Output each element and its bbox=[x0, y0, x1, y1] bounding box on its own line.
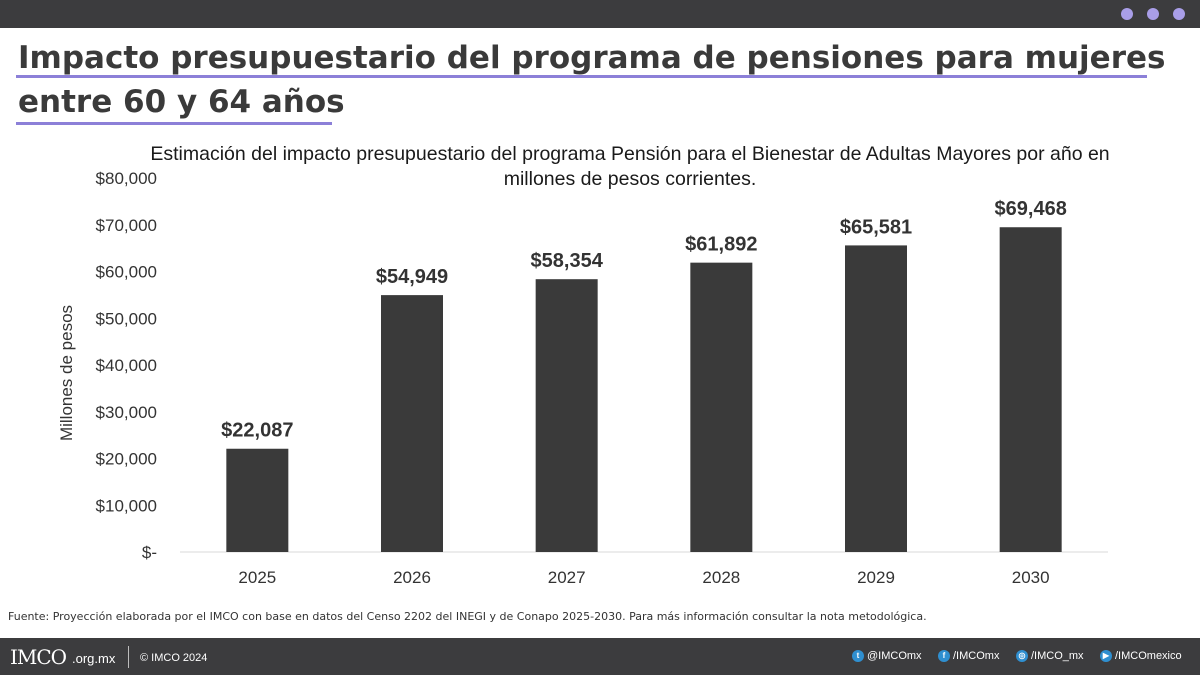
youtube-icon: ▶ bbox=[1100, 650, 1112, 662]
y-tick-label: $50,000 bbox=[96, 309, 157, 328]
bar-value-label: $65,581 bbox=[840, 216, 912, 238]
y-tick-label: $40,000 bbox=[96, 356, 157, 375]
imco-logo: IMCO bbox=[10, 645, 67, 669]
y-tick-label: $70,000 bbox=[96, 216, 157, 235]
bar-value-label: $58,354 bbox=[531, 250, 604, 272]
bar bbox=[381, 295, 443, 552]
bar-chart: $- $10,000 $20,000 $30,000 $40,000 $50,000 $60… bbox=[57, 169, 1108, 587]
social-handle: /IMCOmx bbox=[953, 650, 1000, 662]
y-tick-label: $- bbox=[142, 543, 157, 562]
footer: IMCO .org.mx © IMCO 2024 t @IMCOmx f /IM… bbox=[0, 638, 1200, 675]
x-tick-label: 2025 bbox=[238, 568, 276, 587]
top-bar bbox=[0, 0, 1200, 28]
facebook-icon: f bbox=[938, 650, 950, 662]
twitter-icon: t bbox=[852, 650, 864, 662]
social-instagram[interactable]: ◎ /IMCO_mx bbox=[1016, 650, 1084, 662]
y-tick-label: $20,000 bbox=[96, 450, 157, 469]
y-tick-label: $80,000 bbox=[96, 169, 157, 188]
x-tick-label: 2028 bbox=[702, 568, 740, 587]
bar bbox=[845, 245, 907, 553]
social-youtube[interactable]: ▶ /IMCOmexico bbox=[1100, 650, 1182, 662]
bar bbox=[226, 448, 289, 552]
footer-divider bbox=[128, 646, 129, 668]
x-tick-label: 2026 bbox=[393, 568, 431, 587]
y-tick-label: $60,000 bbox=[96, 263, 157, 282]
title-underline bbox=[16, 75, 1147, 78]
chart-title: Estimación del impacto presupuestario de… bbox=[150, 143, 1110, 190]
source-note: Fuente: Proyección elaborada por el IMCO… bbox=[8, 610, 927, 623]
x-tick-label: 2030 bbox=[1012, 568, 1050, 587]
social-facebook[interactable]: f /IMCOmx bbox=[938, 650, 999, 662]
social-handle: @IMCOmx bbox=[867, 650, 922, 662]
menu-dot-icon bbox=[1121, 8, 1133, 20]
bar bbox=[535, 279, 598, 552]
logo-domain[interactable]: .org.mx bbox=[72, 651, 116, 666]
y-tick-label: $10,000 bbox=[96, 496, 157, 515]
y-axis-label: Millones de pesos bbox=[57, 305, 76, 441]
bar-value-label: $61,892 bbox=[685, 234, 757, 256]
x-tick-label: 2029 bbox=[857, 568, 895, 587]
x-tick-label: 2027 bbox=[548, 568, 586, 587]
bar-value-label: $69,468 bbox=[995, 198, 1067, 220]
bar-value-label: $54,949 bbox=[376, 266, 448, 288]
menu-dot-icon bbox=[1173, 8, 1185, 20]
bar bbox=[999, 227, 1062, 552]
page-title: Impacto presupuestario del programa de p… bbox=[18, 40, 1166, 120]
title-underline bbox=[16, 122, 332, 125]
social-handle: /IMCOmexico bbox=[1115, 650, 1182, 662]
y-tick-label: $30,000 bbox=[96, 403, 157, 422]
bar-value-label: $22,087 bbox=[221, 420, 293, 442]
social-twitter[interactable]: t @IMCOmx bbox=[852, 650, 922, 662]
bar bbox=[690, 262, 753, 552]
social-handle: /IMCO_mx bbox=[1031, 650, 1084, 662]
copyright: © IMCO 2024 bbox=[140, 652, 208, 664]
instagram-icon: ◎ bbox=[1016, 650, 1028, 662]
menu-dot-icon bbox=[1147, 8, 1159, 20]
